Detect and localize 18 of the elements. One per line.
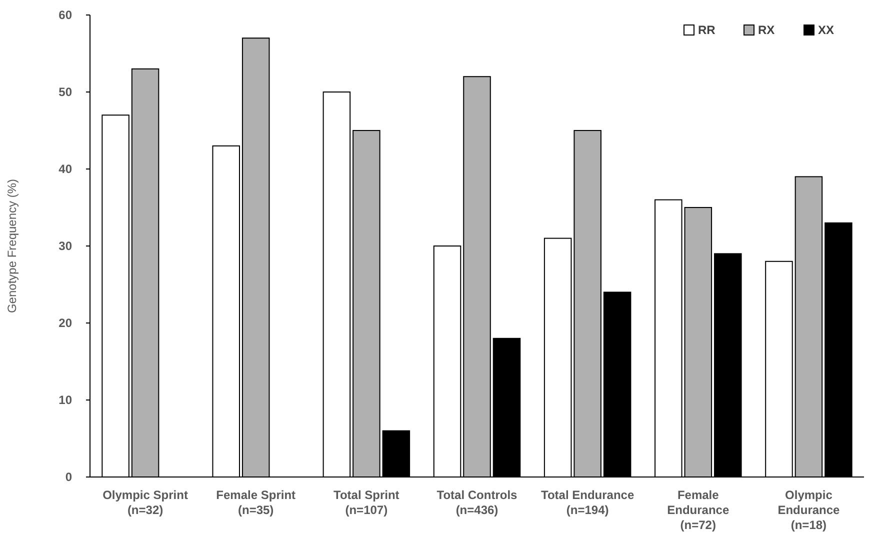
y-axis-title: Genotype Frequency (%) (5, 178, 19, 314)
legend-label: XX (818, 23, 834, 38)
y-tick-label: 20 (58, 316, 72, 330)
y-tick-label: 0 (65, 470, 72, 484)
x-tick-label: Total Endurance (n=194) (541, 488, 634, 517)
y-tick-label: 60 (58, 8, 72, 22)
y-tick-label: 50 (58, 85, 72, 100)
legend-label: RX (758, 23, 775, 38)
x-tick-label: Female Endurance (n=72) (667, 488, 730, 532)
y-tick-label: 30 (58, 239, 72, 254)
x-tick-label: Total Controls (n=436) (436, 488, 518, 517)
x-tick-label: Total Sprint (n=107) (334, 488, 400, 517)
y-tick-label: 40 (58, 162, 72, 176)
x-tick-label: Female Sprint (n=35) (216, 488, 296, 517)
y-tick-label: 10 (58, 393, 72, 408)
x-tick-label: Olympic Sprint (n=32) (102, 488, 188, 517)
legend-label: RR (698, 23, 716, 38)
x-tick-label: Olympic Endurance (n=18) (778, 488, 840, 532)
